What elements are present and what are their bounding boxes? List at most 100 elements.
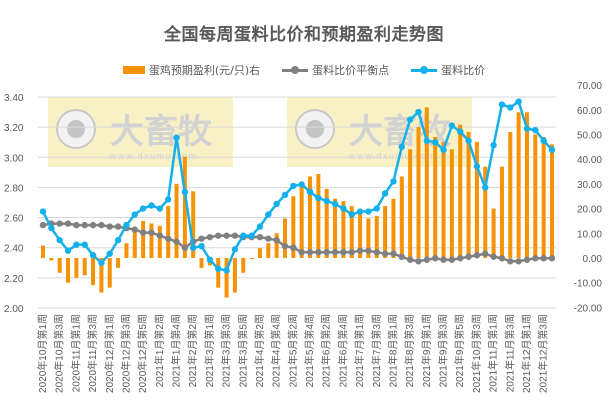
chart-title: 全国每周蛋料比价和预期盈利走势图 [164, 25, 444, 45]
profit-bar [224, 258, 229, 298]
profit-bar [383, 206, 388, 258]
profit-bar [358, 213, 363, 258]
profit-bar [424, 107, 429, 258]
legend-item-balance: 蛋料比价平衡点 [282, 62, 389, 78]
x-tick-label: 2021年3月第5周 [236, 314, 249, 387]
x-tick-label: 2020年11月第3周 [86, 314, 99, 392]
profit-bar [550, 144, 554, 258]
profit-bar [274, 233, 279, 258]
profit-bar [232, 258, 237, 293]
right-axis: 70.00 60.00 50.00 40.00 30.00 20.00 10.00 0.00 -… [574, 81, 603, 314]
svg-text:大畜牧: 大畜牧 [110, 112, 213, 151]
x-tick-label: 2021年2月第2周 [186, 314, 199, 387]
profit-bar [508, 132, 513, 258]
profit-bar [541, 136, 546, 258]
x-tick-label: 2021年8月第3周 [403, 314, 416, 387]
right-tick-label: 30.00 [577, 180, 602, 191]
profit-bar [374, 216, 379, 258]
profit-bar [458, 124, 463, 259]
x-tick-label: 2021年6月第4周 [336, 314, 349, 387]
profit-bar [416, 127, 421, 258]
profit-bar [516, 112, 521, 259]
x-tick-label: 2021年11月第1周 [487, 314, 500, 392]
profit-bar [116, 258, 121, 268]
right-tick-label: 70.00 [577, 81, 602, 92]
left-tick-label: 2.20 [4, 274, 24, 285]
right-tick-label: 50.00 [577, 131, 602, 142]
legend-label-ratio: 蛋料比价 [441, 64, 486, 77]
profit-bar [282, 218, 287, 258]
balance-point-line [39, 220, 556, 265]
x-tick-label: 2021年4月第2周 [253, 314, 266, 387]
x-tick-label: 2020年12月第1周 [103, 314, 116, 393]
left-tick-label: 3.00 [4, 153, 24, 164]
profit-bar [316, 174, 321, 258]
profit-bar [91, 258, 96, 286]
profit-bar [524, 112, 529, 259]
profit-bar [99, 258, 104, 293]
svg-text:www.dxumu.com: www.dxumu.com [348, 151, 437, 161]
bar-swatch-icon [122, 66, 145, 74]
profit-bar [466, 132, 471, 258]
x-tick-label: 2021年9月第5周 [453, 314, 466, 387]
profit-bar [141, 220, 146, 258]
left-tick-label: 3.20 [4, 123, 24, 134]
profit-bar [299, 183, 304, 258]
profit-bar [399, 176, 404, 258]
x-tick-label: 2020年10月第1周 [36, 314, 49, 393]
x-tick-label: 2021年9月第3周 [437, 314, 450, 387]
gridlines [38, 96, 556, 309]
x-tick-label: 2021年9月第1周 [420, 314, 433, 387]
x-tick-label: 2021年11月第3周 [503, 314, 516, 392]
profit-bar [266, 243, 271, 258]
profit-bar [366, 218, 371, 258]
svg-text:www.dxumu.com: www.dxumu.com [109, 151, 198, 161]
profit-bar [441, 141, 446, 258]
x-tick-label: 2021年3月第1周 [203, 314, 216, 387]
x-tick-label: 2020年10月第3周 [53, 314, 66, 393]
line-series [39, 98, 556, 274]
profit-bar [191, 191, 196, 258]
egg-feed-ratio-line [39, 98, 556, 274]
profit-bar [241, 258, 246, 273]
x-tick-label: 2020年12月第3周 [119, 314, 132, 393]
x-tick-label: 2021年10月第3周 [470, 314, 483, 393]
profit-bar [132, 228, 137, 258]
profit-bar [533, 134, 538, 258]
profit-bar [408, 149, 413, 258]
right-tick-label: -10.00 [574, 279, 603, 290]
profit-bar [333, 198, 338, 258]
profit-bar [291, 196, 296, 258]
x-tick-label: 2021年7月第1周 [353, 314, 366, 387]
x-axis: 2020年10月第1周 2020年10月第3周 2020年11月第1周 2020年11… [36, 314, 550, 393]
x-tick-label: 2021年8月第1周 [386, 314, 399, 387]
profit-bar [499, 166, 504, 258]
profit-bar [182, 156, 187, 258]
x-tick-label: 2021年12月第1周 [520, 314, 533, 393]
left-tick-label: 2.40 [4, 244, 24, 255]
profit-bar [157, 225, 162, 258]
legend-label-profit: 蛋鸡预期盈利(元/只)右 [148, 64, 261, 77]
profit-bar [174, 183, 179, 258]
profit-bar [149, 223, 154, 258]
profit-bar [124, 243, 129, 258]
left-axis: 3.40 3.20 3.00 2.80 2.60 2.40 2.20 2.00 [4, 93, 24, 315]
profit-bar [166, 206, 171, 258]
right-tick-label: -20.00 [574, 303, 603, 314]
profit-bar [82, 258, 87, 276]
profit-bar [474, 141, 479, 258]
right-tick-label: 60.00 [577, 106, 602, 117]
legend-item-ratio: 蛋料比价 [411, 62, 485, 78]
profit-bar [449, 149, 454, 258]
left-tick-label: 2.60 [4, 214, 24, 225]
profit-bar [107, 258, 112, 288]
profit-bar [483, 166, 488, 258]
x-tick-label: 2021年1月第4周 [170, 314, 183, 387]
profit-bars [41, 107, 554, 298]
profit-bar [308, 176, 313, 258]
x-tick-label: 2021年4月第4周 [270, 314, 283, 387]
right-tick-label: 0.00 [583, 254, 603, 265]
x-tick-label: 2021年1月第2周 [153, 314, 166, 387]
